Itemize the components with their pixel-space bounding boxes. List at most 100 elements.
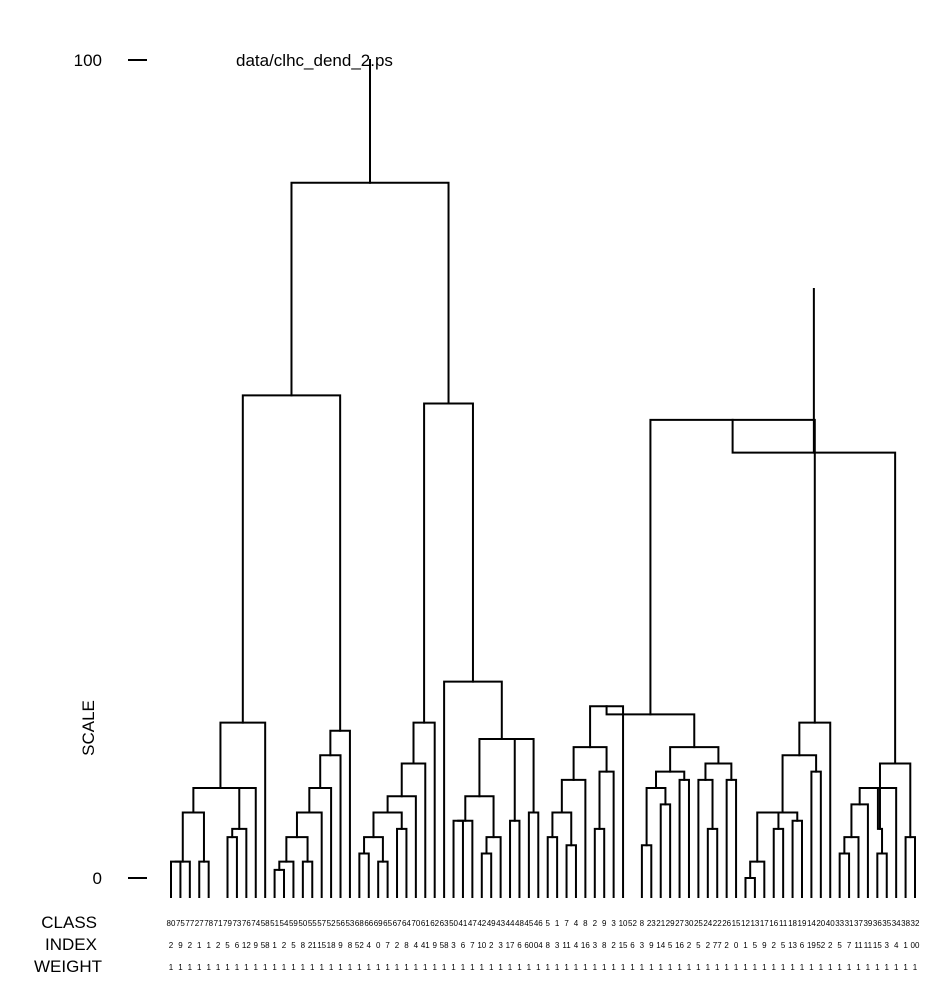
dendrogram-link [400, 762, 427, 898]
dendrogram-link [706, 827, 719, 898]
class-label: 53 [345, 919, 354, 928]
dendrogram-link [904, 836, 916, 898]
class-label: 80 [167, 919, 176, 928]
weight-label: 1 [395, 963, 400, 972]
class-row-label: CLASS [41, 913, 97, 932]
index-label: 9 [338, 941, 343, 950]
class-label: 55 [308, 919, 317, 928]
weight-label: 1 [574, 963, 579, 972]
index-label: 60 [524, 941, 533, 950]
dendrogram-link [295, 811, 323, 898]
index-label: 9 [178, 941, 183, 950]
index-label: 2 [395, 941, 400, 950]
weight-label: 1 [489, 963, 494, 972]
index-label: 3 [593, 941, 598, 950]
index-label: 5 [781, 941, 786, 950]
dendrogram-link [669, 746, 720, 773]
index-label: 58 [440, 941, 449, 950]
dendrogram-link [478, 737, 526, 798]
index-label: 15 [619, 941, 628, 950]
weight-label: 1 [649, 963, 654, 972]
dendrogram-link [396, 827, 408, 898]
class-label: 58 [261, 919, 270, 928]
class-label: 76 [242, 919, 251, 928]
class-label: 43 [496, 919, 505, 928]
dendrogram-link [377, 860, 389, 898]
dendrogram-link [772, 827, 785, 898]
weight-label: 1 [828, 963, 833, 972]
class-label: 47 [468, 919, 477, 928]
weight-label: 1 [367, 963, 372, 972]
index-label: 12 [242, 941, 251, 950]
weight-row-label: WEIGHT [34, 957, 102, 976]
weight-label: 1 [404, 963, 409, 972]
class-label: 67 [393, 919, 402, 928]
index-label: 52 [816, 941, 825, 950]
weight-label: 1 [847, 963, 852, 972]
weight-label: 1 [197, 963, 202, 972]
weight-label: 1 [451, 963, 456, 972]
class-label: 52 [628, 919, 637, 928]
weight-label: 1 [282, 963, 287, 972]
class-label: 12 [741, 919, 750, 928]
weight-label: 1 [480, 963, 485, 972]
chart-title: data/clhc_dend_2.ps [236, 51, 393, 70]
class-label: 26 [722, 919, 731, 928]
index-label: 52 [355, 941, 364, 950]
class-label: 30 [685, 919, 694, 928]
dendrogram-link [697, 778, 714, 898]
index-label: 1 [903, 941, 908, 950]
index-label: 7 [847, 941, 852, 950]
class-label: 17 [760, 919, 769, 928]
dendrogram-link [238, 787, 257, 898]
class-label: 31 [845, 919, 854, 928]
class-label: 25 [694, 919, 703, 928]
weight-label: 1 [790, 963, 795, 972]
dendrogram-link [513, 737, 535, 822]
index-label: 16 [581, 941, 590, 950]
dendrogram-link [198, 860, 210, 898]
index-label: 3 [640, 941, 645, 950]
class-label: 19 [798, 919, 807, 928]
dendrogram-link [810, 770, 822, 898]
y-axis-ticks: 100 0 [74, 51, 147, 888]
weight-label: 1 [564, 963, 569, 972]
class-label: 33 [835, 919, 844, 928]
dendrogram-link [358, 852, 370, 898]
weight-label: 1 [621, 963, 626, 972]
index-label: 5 [753, 941, 758, 950]
dendrogram-link [572, 746, 608, 781]
dendrogram-link [560, 778, 587, 898]
index-label: 8 [545, 941, 550, 950]
class-label: 62 [430, 919, 439, 928]
dendrogram-link [551, 811, 573, 847]
weight-label: 1 [272, 963, 277, 972]
dendrogram-link [649, 418, 816, 724]
class-label: 3 [611, 919, 616, 928]
class-label: 9 [602, 919, 607, 928]
dendrogram-link [744, 877, 756, 898]
class-label: 8 [640, 919, 645, 928]
weight-label: 1 [348, 963, 353, 972]
class-label: 34 [892, 919, 901, 928]
weight-label: 1 [724, 963, 729, 972]
dendrogram-link [725, 778, 738, 898]
weight-label: 1 [668, 963, 673, 972]
class-label: 46 [534, 919, 543, 928]
y-tick-label: 100 [74, 51, 102, 70]
class-label: 48 [515, 919, 524, 928]
class-label: 29 [666, 919, 675, 928]
weight-label: 1 [508, 963, 513, 972]
weight-label: 1 [630, 963, 635, 972]
dendrogram-link [850, 803, 869, 898]
class-label: 50 [298, 919, 307, 928]
weight-label: 1 [291, 963, 296, 972]
weight-label: 1 [658, 963, 663, 972]
dendrogram-link [640, 844, 653, 898]
index-label: 3 [451, 941, 456, 950]
index-label: 2 [724, 941, 729, 950]
index-label: 9 [649, 941, 654, 950]
index-label: 6 [461, 941, 466, 950]
weight-label: 1 [385, 963, 390, 972]
class-label: 70 [411, 919, 420, 928]
